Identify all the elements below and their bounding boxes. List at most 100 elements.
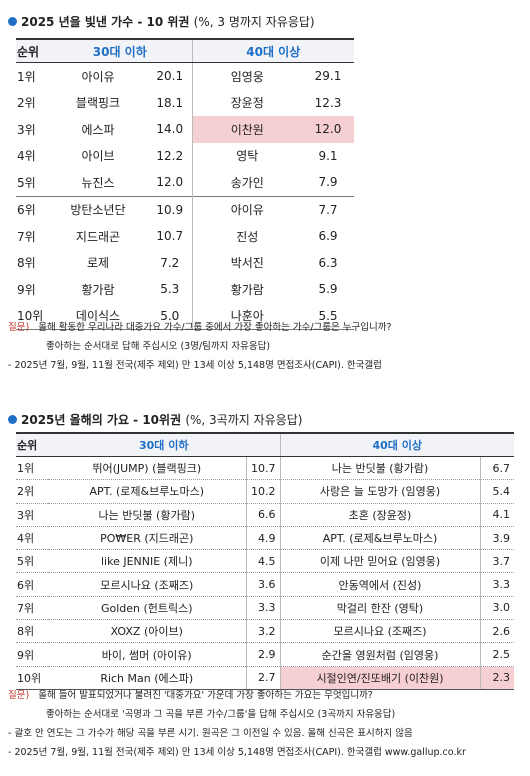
over40-name-cell: 이찬원 (191, 116, 302, 143)
under30-name-cell: 황가람 (81, 282, 115, 297)
under30-value-cell: 10.7 (156, 229, 184, 244)
under30-header: 30대 이하 (48, 432, 280, 457)
under30-name-cell: 블랙핑크 (75, 96, 121, 111)
under30-value-cell: 12.2 (156, 148, 184, 163)
under30-name-cell: 나는 반딧불 (황가람) (48, 503, 246, 527)
over40-name-cell: 장윤정 (191, 89, 302, 116)
over40-value-cell: 3.9 (479, 526, 514, 551)
rank-header: 순위 (16, 432, 48, 457)
over40-value-cell: 2.5 (479, 642, 514, 667)
over40-name-cell: 초혼 (장윤정) (279, 503, 480, 527)
under30-value-cell: 3.6 (245, 572, 280, 597)
footnote: - 괄호 안 연도는 그 가수가 해당 곡을 부른 시기. 원곡은 그 이전일 … (8, 728, 413, 739)
over40-value-cell: 7.7 (302, 195, 354, 223)
songs-table: 순위 30대 이하 40대 이상 1위 뛰어(JUMP) (블랙핑크) 10.7 나는… (16, 432, 514, 690)
under30-name-cell: XOXZ (아이브) (48, 619, 246, 644)
table-row: 10위 Rich Man (에스파) 2.7 시절인연/진또배기 (이찬원) 2.3 (16, 666, 514, 690)
under30-name-cell: 에스파 (81, 122, 115, 137)
over40-value-cell: 7.9 (318, 175, 338, 190)
under30-value-cell: 14.0 (156, 122, 184, 137)
over40-name-cell: 영탁 (191, 142, 302, 169)
rank-cell: 7위 (17, 229, 36, 244)
rank-cell: 6위 (16, 195, 48, 223)
under30-value-cell: 4.5 (245, 549, 280, 574)
table-row: 6위 모르시나요 (조째즈) 3.6 안동역에서 (진성) 3.3 (16, 572, 514, 597)
question-line-2: 좋아하는 순서대로 '곡명과 그 곡을 부른 가수/그룹'을 답해 주십시오 (… (46, 709, 396, 720)
under30-name-cell: Rich Man (에스파) (48, 666, 246, 690)
over40-value-cell: 12.0 (302, 116, 354, 143)
rank-cell: 9위 (16, 642, 48, 667)
table-row: 8위 XOXZ (아이브) 3.2 모르시나요 (조째즈) 2.6 (16, 619, 514, 644)
under30-value-cell: 10.2 (245, 479, 280, 504)
over40-name-cell: 순간을 영원처럼 (임영웅) (279, 642, 480, 667)
table-row: 3위 에스파 14.0 이찬원 12.0 (16, 116, 354, 143)
over40-value-cell: 29.1 (314, 69, 342, 84)
table-row: 6위 방탄소년단 10.9 아이유 7.7 (16, 195, 354, 223)
table-row: 4위 PO₩ER (지드래곤) 4.9 APT. (로제&브루노마스) 3.9 (16, 526, 514, 551)
over40-name-cell: 임영웅 (191, 62, 302, 90)
rank-cell: 4위 (16, 526, 48, 551)
under30-value-cell: 10.9 (148, 195, 192, 223)
under30-header: 30대 이하 (48, 38, 192, 63)
under30-value-cell: 2.7 (245, 666, 280, 690)
under30-name-cell: 방탄소년단 (48, 195, 148, 223)
over40-value-cell: 5.9 (318, 282, 338, 297)
over40-name-cell: 나훈아 (191, 302, 302, 330)
over40-name-cell: 시절인연/진또배기 (이찬원) (279, 666, 480, 690)
singers-table: 순위 30대 이하 40대 이상 1위 아이유 20.1 임영웅 29.1 2위 블랙핑크 1… (16, 38, 354, 330)
table-row: 2위 블랙핑크 18.1 장윤정 12.3 (16, 89, 354, 116)
over40-name-cell: 진성 (191, 223, 302, 250)
rank-cell: 9위 (17, 282, 36, 297)
under30-value-cell: 5.0 (148, 302, 192, 330)
rank-cell: 2위 (17, 96, 36, 111)
table-row: 9위 황가람 5.3 황가람 5.9 (16, 276, 354, 303)
over40-value-cell: 3.3 (479, 572, 514, 597)
survey-info: - 2025년 7월, 9월, 11월 전국(제주 제외) 만 13세 이상 5… (8, 747, 466, 758)
bullet-dot-icon (8, 17, 17, 26)
under30-value-cell: 12.0 (156, 175, 184, 190)
over40-value-cell: 2.6 (479, 619, 514, 644)
rank-cell: 1위 (16, 456, 48, 481)
table-row: 5위 like JENNIE (제니) 4.5 이제 나만 믿어요 (임영웅) 3.7 (16, 549, 514, 574)
under30-name-cell: 뛰어(JUMP) (블랙핑크) (48, 456, 246, 481)
rank-cell: 8위 (17, 256, 36, 271)
under30-name-cell: 로제 (86, 256, 110, 271)
under30-name-cell: Golden (헌트릭스) (48, 596, 246, 621)
over40-name-cell: 안동역에서 (진성) (279, 572, 480, 597)
section1-title: 2025 년을 빛낸 가수 - 10 위권 (%, 3 명까지 자유응답) (8, 13, 315, 30)
over40-value-cell: 6.3 (318, 255, 338, 270)
section2-title: 2025년 올해의 가요 - 10위권 (%, 3곡까지 자유응답) (8, 411, 302, 428)
under30-value-cell: 4.9 (245, 526, 280, 551)
under30-name-cell: 아이브 (81, 149, 115, 164)
rank-cell: 10위 (16, 666, 48, 690)
rank-cell: 4위 (17, 149, 36, 164)
rank-cell: 2위 (16, 479, 48, 504)
under30-name-cell: 지드래곤 (75, 229, 121, 244)
over40-header: 40대 이상 (279, 432, 514, 457)
under30-name-cell: like JENNIE (제니) (48, 549, 246, 574)
bullet-dot-icon (8, 415, 17, 424)
question-line-2: 좋아하는 순서대로 답해 주십시오 (3명/팀까지 자유응답) (46, 341, 271, 352)
over40-value-cell: 3.0 (479, 596, 514, 621)
section1-notes: 질문) 올해 활동한 우리나라 대중가요 가수/그룹 중에서 가장 좋아하는 가… (8, 318, 392, 375)
over40-value-cell: 2.3 (479, 666, 514, 690)
over40-value-cell: 6.7 (479, 456, 514, 481)
over40-name-cell: 모르시나요 (조째즈) (279, 619, 480, 644)
under30-value-cell: 2.9 (245, 642, 280, 667)
rank-cell: 10위 (16, 302, 48, 330)
under30-value-cell: 6.6 (245, 503, 280, 527)
over40-name-cell: 박서진 (191, 249, 302, 276)
rank-cell: 5위 (17, 175, 36, 190)
section2-notes: 질문) 올해 들어 발표되었거나 불려진 '대중가요' 가운데 가장 좋아하는 … (8, 686, 466, 762)
over40-name-cell: APT. (로제&브루노마스) (279, 526, 480, 551)
rank-cell: 1위 (17, 69, 36, 84)
under30-name-cell: APT. (로제&브루노마스) (48, 479, 246, 504)
rank-header: 순위 (16, 38, 48, 63)
rank-cell: 6위 (16, 572, 48, 597)
over40-value-cell: 5.4 (479, 479, 514, 504)
under30-value-cell: 20.1 (156, 69, 184, 84)
table-header-row: 순위 30대 이하 40대 이상 (16, 38, 354, 63)
rank-cell: 7위 (16, 596, 48, 621)
under30-name-cell: PO₩ER (지드래곤) (48, 526, 246, 551)
under30-name-cell: 아이유 (81, 69, 115, 84)
